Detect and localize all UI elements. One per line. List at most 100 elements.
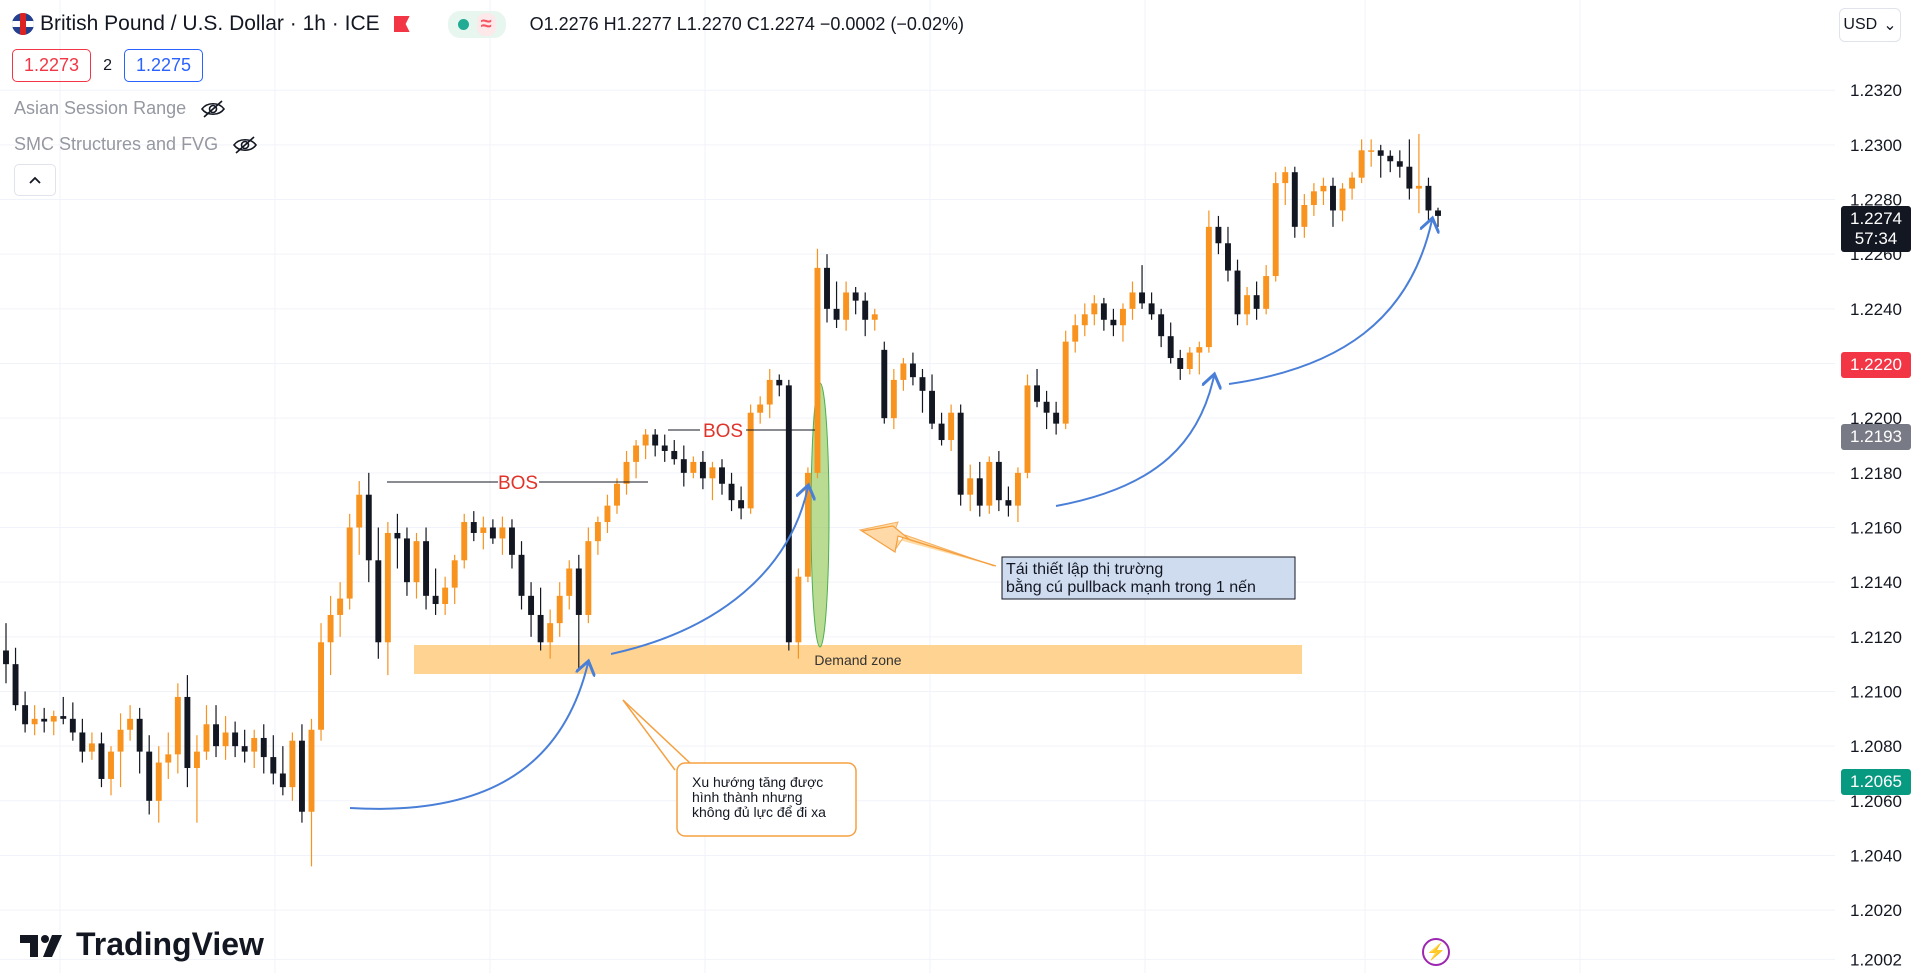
buy-button[interactable]: 1.2275 [123, 49, 204, 82]
gbp-flag-icon [12, 13, 34, 35]
market-status-pill[interactable]: ≈ [447, 10, 506, 38]
symbol-title[interactable]: British Pound / U.S. Dollar · 1h · ICE [40, 12, 380, 35]
candle-body [1034, 385, 1040, 402]
candle-body [795, 576, 802, 643]
candle [652, 429, 659, 457]
candle [1310, 183, 1317, 216]
candle-body [909, 363, 916, 378]
candle-body [337, 598, 344, 615]
candle [489, 519, 496, 544]
candle-body [79, 732, 86, 752]
candle-body [346, 527, 353, 599]
candle [1062, 330, 1069, 430]
candle [213, 705, 219, 758]
candle-body [862, 300, 869, 320]
candle-body [1158, 314, 1165, 337]
candle-body [986, 461, 993, 506]
bid-ask-panel: 1.2273 2 1.2275 [12, 49, 204, 82]
candle-body [356, 494, 363, 528]
candle [451, 554, 458, 605]
candle [318, 623, 324, 741]
y-tick-label: 1.2020 [1850, 901, 1902, 920]
candle-body [41, 718, 48, 722]
indicator-asian-session[interactable]: Asian Session Range [14, 98, 226, 119]
candle-body [1310, 191, 1317, 205]
indicator-smc-structures[interactable]: SMC Structures and FVG [14, 134, 258, 155]
candle [184, 675, 191, 788]
candle [919, 368, 926, 413]
candle [1081, 303, 1088, 337]
candle [900, 358, 907, 391]
candle [404, 527, 410, 596]
candle-body [929, 390, 935, 424]
candle [1234, 259, 1241, 326]
y-tick-label: 1.2300 [1850, 136, 1902, 155]
candle-body [298, 740, 305, 812]
candle [193, 735, 200, 823]
tradingview-logo-icon [20, 934, 62, 957]
candle [165, 732, 172, 779]
candle-body [1177, 358, 1184, 369]
candle [747, 404, 754, 514]
candle-body [738, 500, 745, 509]
candle-body [766, 379, 773, 405]
candle [833, 281, 840, 328]
eye-hidden-icon[interactable] [200, 99, 226, 118]
candle-body [165, 754, 172, 763]
candle [1435, 207, 1441, 227]
candle [623, 450, 630, 495]
candle-body [1081, 314, 1088, 326]
candle [203, 705, 210, 760]
candle-body [127, 718, 134, 730]
candle-body [213, 724, 219, 747]
candle-body [594, 522, 601, 542]
candle [1053, 401, 1060, 435]
candle [1072, 314, 1079, 353]
bos-label-1: BOS [498, 473, 538, 494]
candle-body [890, 379, 897, 419]
lightning-icon[interactable]: ⚡ [1422, 938, 1450, 966]
candle-body [480, 527, 487, 533]
candle-body [652, 434, 659, 446]
candle-body [814, 267, 821, 473]
candle [776, 374, 783, 397]
candle-body [1014, 472, 1021, 506]
collapse-legend-button[interactable] [14, 164, 56, 196]
candle [814, 248, 821, 479]
candle [60, 696, 67, 725]
candle-body [1062, 341, 1069, 424]
flag-tag-icon[interactable] [393, 16, 410, 32]
trend-arrow-1 [349, 663, 588, 810]
candle-body [547, 623, 554, 643]
eye-hidden-icon[interactable] [232, 135, 258, 154]
candle-body [881, 349, 888, 419]
y-tick-label: 1.2320 [1850, 81, 1902, 100]
currency-selector[interactable]: USD ⌄ [1839, 8, 1901, 42]
trend-arrow-2 [610, 487, 808, 655]
candle-body [1415, 185, 1422, 189]
candle [127, 705, 134, 741]
candle-body [824, 267, 830, 309]
candle-body [136, 718, 143, 752]
candle-body [260, 737, 267, 758]
candle-body [709, 467, 716, 479]
candle [995, 450, 1002, 512]
candle-body [747, 412, 754, 509]
candle-body [785, 385, 792, 643]
candle [3, 623, 9, 684]
candle-body [1396, 161, 1403, 167]
candle-body [88, 743, 95, 752]
chevron-down-icon: ⌄ [1883, 17, 1897, 34]
indicator-label: Asian Session Range [14, 98, 187, 118]
y-tick-label: 1.2200 [1850, 409, 1902, 428]
candle-body [509, 527, 515, 555]
candle [890, 368, 897, 430]
tradingview-logo[interactable]: TradingView [18, 926, 264, 963]
sell-button[interactable]: 1.2273 [12, 49, 92, 82]
demand-zone-label: Demand zone [814, 652, 901, 668]
candles [3, 133, 1441, 867]
reset-arrow-head [860, 525, 997, 567]
candle [537, 587, 544, 651]
candle-body [919, 377, 926, 391]
